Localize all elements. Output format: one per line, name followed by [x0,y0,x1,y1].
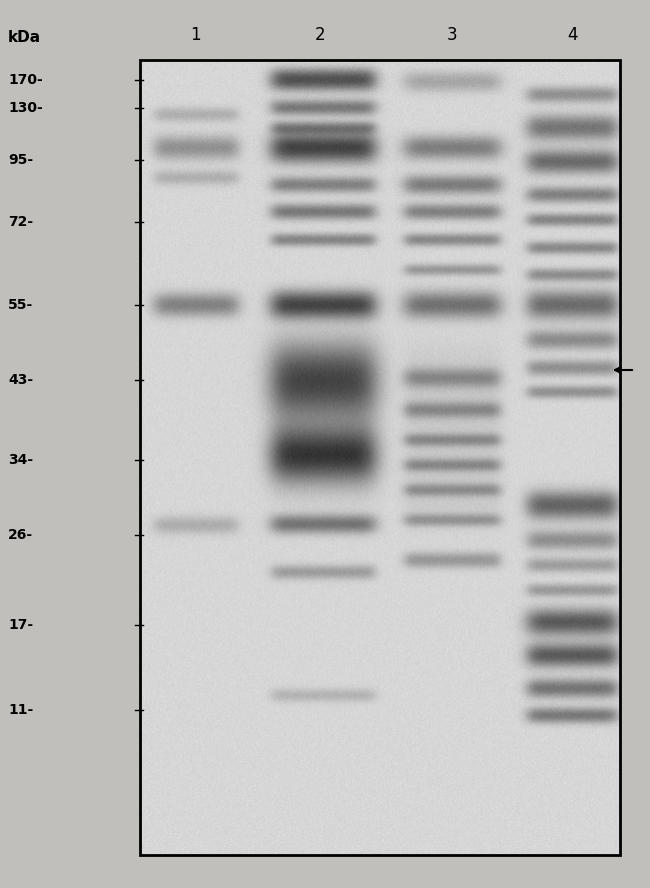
Text: 26-: 26- [8,528,33,542]
Text: 2: 2 [315,26,325,44]
Text: 11-: 11- [8,703,33,717]
Text: 43-: 43- [8,373,33,387]
Text: 130-: 130- [8,101,43,115]
Text: 34-: 34- [8,453,33,467]
Text: kDa: kDa [8,30,41,45]
Text: 170-: 170- [8,73,43,87]
Text: 17-: 17- [8,618,33,632]
Text: 55-: 55- [8,298,33,312]
Text: 95-: 95- [8,153,33,167]
Text: 4: 4 [567,26,577,44]
Text: 72-: 72- [8,215,33,229]
Text: 1: 1 [190,26,200,44]
Bar [140,60,620,855]
Text: 3: 3 [447,26,458,44]
